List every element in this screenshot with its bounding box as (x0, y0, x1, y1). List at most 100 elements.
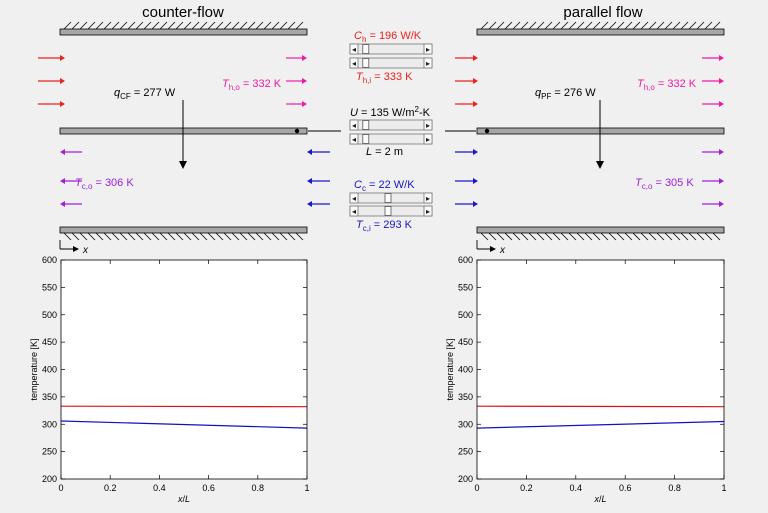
hatch-line (79, 21, 88, 30)
hatch-line (480, 21, 489, 30)
top-wall (59, 28, 308, 36)
slider-thumb[interactable] (362, 58, 370, 68)
slider-left-button[interactable] (349, 192, 359, 204)
hatch-line (560, 21, 569, 30)
left-arrow-icon: ◂ (352, 121, 356, 130)
wall-end-marker (484, 128, 490, 134)
counter-flow-schematic: counter-flow qCF = 277 W Th,o = 332 K (38, 4, 330, 256)
hatch-line (696, 232, 705, 241)
hatch-line (520, 232, 529, 241)
ch-slider[interactable]: ◂ ▸ (349, 43, 433, 55)
hatch-line (536, 232, 545, 241)
hatch-line (135, 21, 144, 30)
x-tick-label: 0.6 (619, 483, 632, 493)
u-slider[interactable]: ◂ ▸ (349, 119, 433, 131)
slider-left-button[interactable] (349, 133, 359, 145)
hatch-line (592, 21, 601, 30)
slider-right-button[interactable] (423, 57, 433, 69)
hatch-line (71, 232, 80, 241)
slider-track[interactable] (349, 133, 433, 145)
hatch-line (111, 21, 120, 30)
plot-area (61, 260, 307, 479)
l-slider[interactable]: ◂ ▸ (349, 133, 433, 145)
x-tick-label: 0.2 (104, 483, 117, 493)
slider-right-button[interactable] (423, 133, 433, 145)
hatch-line (79, 232, 88, 241)
left-arrow-icon: ◂ (352, 135, 356, 144)
control-panel: Ch = 196 W/K ◂ ▸ ◂ ▸ Th,i = 333 K U = 135 … (308, 30, 476, 233)
y-tick-label: 500 (458, 310, 473, 320)
hatch-line (552, 232, 561, 241)
y-tick-label: 350 (42, 392, 57, 402)
hatch-line (295, 232, 304, 241)
hatch-line (119, 21, 128, 30)
hatch-line (167, 232, 176, 241)
hatch-line (183, 232, 192, 241)
x-axis-indicator: x (476, 240, 506, 256)
parallel-flow-title: parallel flow (563, 4, 642, 21)
hatch-line (552, 21, 561, 30)
hatch-line (135, 232, 144, 241)
right-arrow-icon: ▸ (426, 59, 430, 68)
slider-left-button[interactable] (349, 57, 359, 69)
left-arrow-icon: ◂ (352, 207, 356, 216)
slider-left-button[interactable] (349, 119, 359, 131)
slider-thumb[interactable] (384, 206, 392, 216)
hatch-line (504, 232, 513, 241)
hot-fluid-line (60, 405, 308, 408)
hatch-line (608, 21, 617, 30)
hatch-line (279, 232, 288, 241)
x-axis-label: x/L (177, 494, 190, 504)
y-tick-label: 350 (458, 392, 473, 402)
cold-outlet-arrows (60, 149, 82, 207)
hatch-line (712, 21, 721, 30)
hatch-line (704, 232, 713, 241)
slider-right-button[interactable] (423, 205, 433, 217)
x-tick-label: 0.6 (202, 483, 215, 493)
right-arrow-icon: ▸ (426, 135, 430, 144)
cc-slider[interactable]: ◂ ▸ (349, 192, 433, 204)
wall-end-marker (294, 128, 300, 134)
x-axis-indicator: x (59, 240, 89, 256)
parallel-flow-schematic: parallel flow qPF = 276 W Th,o = 332 K (455, 4, 725, 256)
hatch-line (648, 232, 657, 241)
slider-right-button[interactable] (423, 43, 433, 55)
hatch-line (568, 232, 577, 241)
hatch-line (560, 232, 569, 241)
slider-thumb[interactable] (362, 134, 370, 144)
slider-track[interactable] (349, 119, 433, 131)
thi-slider[interactable]: ◂ ▸ (349, 57, 433, 69)
hatch-line (672, 21, 681, 30)
slider-right-button[interactable] (423, 119, 433, 131)
slider-track[interactable] (349, 57, 433, 69)
y-tick-label: 250 (458, 447, 473, 457)
hatch-line (704, 21, 713, 30)
tho-pf-label: Th,o = 332 K (637, 78, 697, 92)
y-tick-label: 200 (42, 474, 57, 484)
hatch-line (231, 232, 240, 241)
y-tick-label: 300 (458, 419, 473, 429)
slider-track[interactable] (349, 43, 433, 55)
hatch-line (223, 21, 232, 30)
slider-right-button[interactable] (423, 192, 433, 204)
slider-thumb[interactable] (384, 193, 392, 203)
hatch-line (592, 232, 601, 241)
thi-label: Th,i = 333 K (356, 71, 413, 85)
y-tick-label: 450 (458, 337, 473, 347)
hatch-line (632, 232, 641, 241)
parallel-flow-temperature-chart: 200 250 300 350 400 450 500 550 600 0 0.2 0.4 0.6 0.8… (445, 255, 727, 504)
tci-slider[interactable]: ◂ ▸ (349, 205, 433, 217)
hatch-line (696, 21, 705, 30)
slider-thumb[interactable] (362, 44, 370, 54)
hot-outlet-arrows (702, 55, 724, 107)
hatch-line (648, 21, 657, 30)
slider-left-button[interactable] (349, 43, 359, 55)
slider-left-button[interactable] (349, 205, 359, 217)
hatch-line (608, 232, 617, 241)
hatch-line (640, 21, 649, 30)
y-axis-label: temperature [K] (29, 338, 39, 400)
hatch-line (127, 21, 136, 30)
slider-thumb[interactable] (362, 120, 370, 130)
hatch-line (688, 21, 697, 30)
